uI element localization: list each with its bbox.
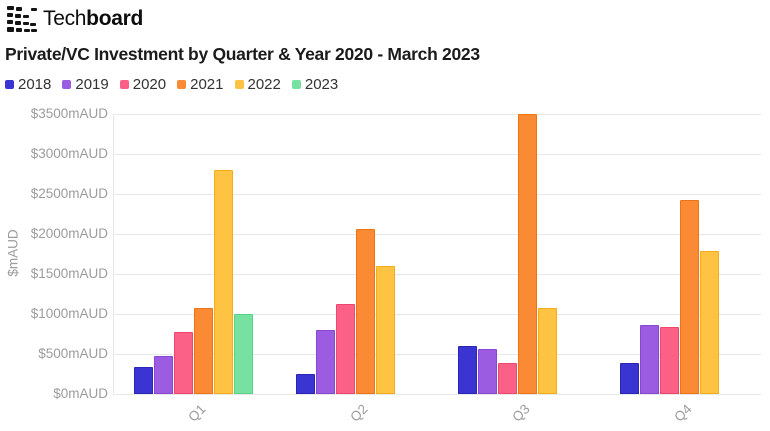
- legend-swatch: [62, 80, 72, 89]
- gridline: [113, 234, 761, 235]
- legend-label: 2018: [18, 76, 52, 93]
- x-tick-label: Q1: [185, 401, 209, 425]
- gridline: [113, 274, 761, 275]
- bar-2021-q2[interactable]: [356, 229, 375, 394]
- y-tick-label: $2000mAUD: [30, 226, 108, 241]
- chart-title: Private/VC Investment by Quarter & Year …: [5, 44, 480, 64]
- legend-swatch: [119, 80, 129, 89]
- legend-label: 2020: [132, 76, 167, 93]
- y-tick-label: $0mAUD: [53, 386, 108, 401]
- bar-2021-q1[interactable]: [194, 308, 213, 394]
- bar-2019-q2[interactable]: [316, 330, 335, 394]
- gridline: [113, 114, 761, 115]
- gridline: [113, 194, 761, 195]
- legend-swatch: [5, 80, 14, 89]
- bar-2020-q2[interactable]: [336, 304, 355, 394]
- logo-text-regular: Tech: [43, 7, 87, 30]
- bar-2018-q3[interactable]: [458, 346, 477, 394]
- y-axis-line: [113, 114, 114, 394]
- legend-item-2021[interactable]: 2021: [177, 76, 224, 93]
- legend-item-2020[interactable]: 2020: [119, 76, 167, 93]
- bar-2018-q2[interactable]: [296, 374, 315, 394]
- gridline: [113, 354, 761, 355]
- legend-item-2018[interactable]: 2018: [5, 76, 51, 93]
- bar-2019-q4[interactable]: [640, 325, 659, 394]
- bar-2019-q1[interactable]: [154, 356, 173, 394]
- x-tick-label: Q2: [347, 401, 371, 425]
- bar-2022-q1[interactable]: [214, 170, 233, 394]
- legend-swatch: [234, 80, 244, 89]
- legend-item-2023[interactable]: 2023: [291, 76, 339, 93]
- bar-2022-q4[interactable]: [700, 251, 719, 394]
- bar-2023-q1[interactable]: [234, 314, 253, 394]
- legend-label: 2019: [75, 76, 109, 93]
- techboard-logo-text: Techboard: [43, 4, 143, 34]
- legend-swatch: [177, 80, 187, 89]
- x-tick-label: Q3: [509, 401, 533, 425]
- bar-2021-q4[interactable]: [680, 200, 699, 394]
- bar-2021-q3[interactable]: [518, 114, 537, 394]
- legend-label: 2023: [304, 76, 339, 93]
- logo-text-bold: board: [86, 7, 144, 30]
- gridline: [113, 314, 761, 315]
- bar-2018-q1[interactable]: [134, 367, 153, 394]
- bar-2022-q2[interactable]: [376, 266, 395, 394]
- y-tick-label: $3000mAUD: [30, 146, 108, 161]
- legend-item-2022[interactable]: 2022: [234, 76, 281, 93]
- bar-2020-q3[interactable]: [498, 363, 517, 394]
- y-tick-label: $500mAUD: [38, 346, 108, 361]
- y-tick-label: $1500mAUD: [30, 266, 108, 281]
- legend-swatch: [291, 80, 301, 89]
- gridline: [113, 154, 761, 155]
- bar-2020-q1[interactable]: [174, 332, 193, 394]
- y-tick-label: $3500mAUD: [30, 106, 108, 121]
- bar-2018-q4[interactable]: [620, 363, 639, 394]
- techboard-logo: Techboard: [7, 4, 143, 34]
- legend-item-2019[interactable]: 2019: [62, 76, 109, 93]
- techboard-logo-icon: [7, 5, 37, 34]
- legend-label: 2021: [190, 76, 224, 93]
- bar-2019-q3[interactable]: [478, 349, 497, 394]
- chart-legend: 2018 2019 2020 2021 2022 2023: [5, 76, 338, 93]
- y-tick-label: $1000mAUD: [30, 306, 108, 321]
- legend-label: 2022: [247, 76, 281, 93]
- y-tick-label: $2500mAUD: [30, 186, 108, 201]
- bar-2022-q3[interactable]: [538, 308, 557, 394]
- x-tick-label: Q4: [671, 401, 695, 425]
- bar-2020-q4[interactable]: [660, 327, 679, 394]
- gridline: [113, 394, 761, 395]
